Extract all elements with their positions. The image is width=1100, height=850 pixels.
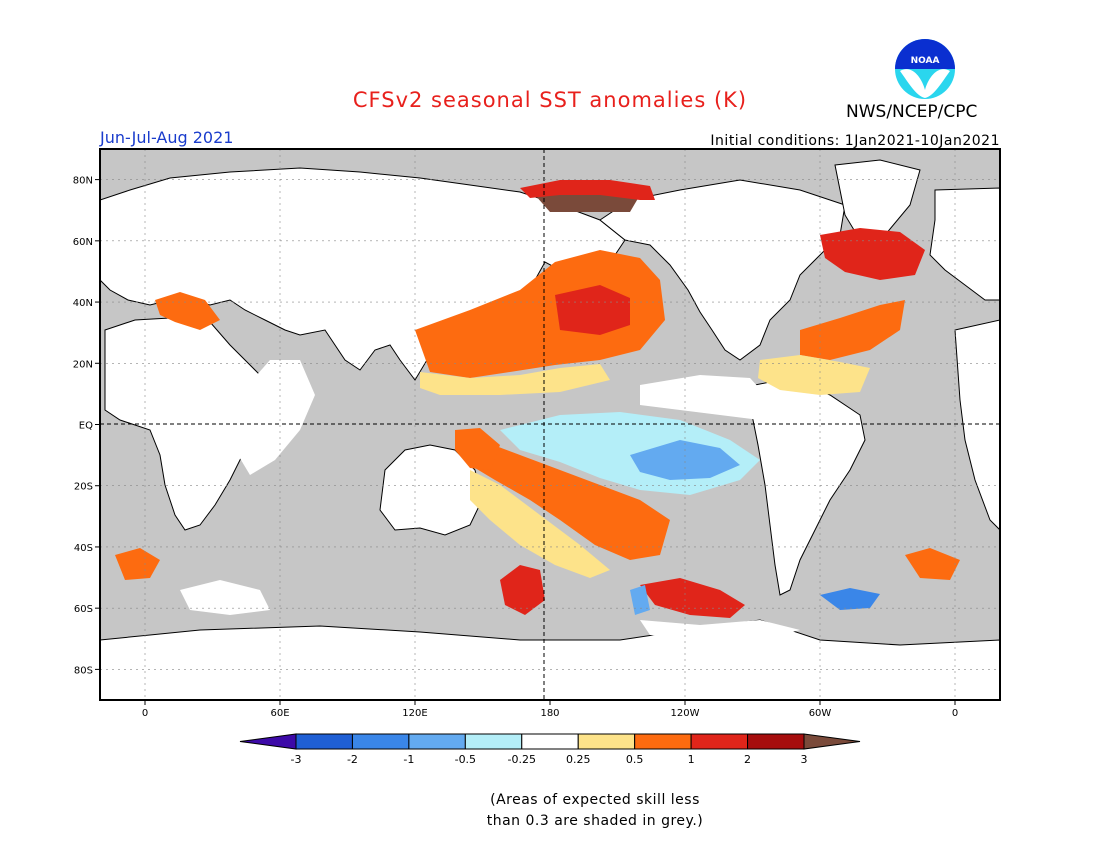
- land-africa-wrap: [954, 319, 1000, 531]
- legend-tick-label: 3: [801, 753, 808, 766]
- neutral-indian-ocean: [235, 360, 315, 475]
- anomaly-subtropical-atlantic-edge: [758, 355, 870, 395]
- anomaly-subtropical-atlantic: [800, 300, 905, 360]
- gridlines: [100, 149, 1000, 700]
- logo-text: NOAA: [911, 56, 940, 66]
- legend-swatch: [464, 733, 523, 750]
- anomaly-tasman: [500, 565, 545, 615]
- lat-tick-label: 80S: [74, 665, 93, 676]
- neutral-regions: [180, 360, 800, 640]
- land-masses: [100, 159, 1000, 700]
- legend-swatch: [634, 733, 692, 750]
- legend-tick-label: -0.25: [508, 753, 536, 766]
- legend-swatch: [295, 733, 353, 750]
- anomaly-equatorial-pacific-core: [630, 440, 740, 480]
- anomaly-southern-ocean-blue: [820, 588, 880, 610]
- noaa-logo-icon: NOAA: [895, 39, 955, 99]
- anomaly-north-pacific-core: [555, 285, 630, 335]
- lon-tick-label: 120W: [671, 708, 700, 719]
- lat-tick-label: 60N: [73, 237, 93, 248]
- anomaly-southern-ocean-light: [630, 585, 650, 615]
- legend-tick-label: -0.5: [455, 753, 476, 766]
- map-title: CFSv2 seasonal SST anomalies (K): [352, 88, 748, 112]
- lat-tick-label: 60S: [74, 604, 93, 615]
- cool-anomalies: [500, 412, 880, 615]
- legend-tick-label: 2: [744, 753, 751, 766]
- land-africa: [104, 317, 261, 531]
- caption-line-2: than 0.3 are shaded in grey.): [486, 813, 704, 829]
- legend-tick-label: -3: [291, 753, 302, 766]
- lat-tick-label: 80N: [73, 176, 93, 187]
- land-south-america: [751, 377, 866, 596]
- land-north-america: [599, 179, 846, 361]
- lon-tick-label: 0: [142, 708, 148, 719]
- legend-swatch: [747, 733, 805, 750]
- lat-tick-label: 40S: [74, 543, 93, 554]
- latitude-axis: 80N 60N 40N 20N EQ 20S 40S 60S 80S: [73, 176, 100, 676]
- warm-anomalies: [115, 180, 960, 618]
- land-eurasia-east-wrap: [929, 187, 1000, 301]
- lon-tick-label: 120E: [402, 708, 427, 719]
- anomaly-arctic-red: [520, 180, 655, 200]
- land-greenland: [834, 159, 921, 241]
- legend-tick-label: -2: [347, 753, 358, 766]
- anomaly-north-pacific-edge: [420, 364, 610, 395]
- agency-label: NWS/NCEP/CPC: [846, 102, 978, 122]
- legend-tick-label: 1: [688, 753, 695, 766]
- lat-tick-label: 20S: [74, 482, 93, 493]
- anomaly-north-pacific: [415, 250, 665, 378]
- lat-tick-label: 40N: [73, 298, 93, 309]
- skill-caption: (Areas of expected skill less than 0.3 a…: [0, 790, 1100, 832]
- legend-arrow-low: [239, 733, 297, 750]
- anomaly-south-atlantic: [905, 548, 960, 580]
- anomaly-west-pacific: [455, 428, 500, 470]
- anomaly-south-indian: [115, 548, 160, 580]
- legend-tick-label: -1: [403, 753, 414, 766]
- lat-tick-label: 20N: [73, 359, 93, 370]
- legend-tick-label: 0.25: [566, 753, 591, 766]
- neutral-southern-ocean: [180, 580, 270, 615]
- land-australia: [379, 444, 483, 536]
- anomaly-south-pacific-edge: [470, 470, 610, 578]
- neutral-drake: [640, 620, 800, 640]
- legend-arrow-high: [803, 733, 861, 750]
- lat-tick-label: EQ: [79, 421, 93, 432]
- caption-line-1: (Areas of expected skill less: [490, 792, 700, 808]
- lon-tick-label: 60W: [809, 708, 832, 719]
- initial-conditions-label: Initial conditions: 1Jan2021-10Jan2021: [710, 133, 1000, 149]
- legend-swatch: [690, 733, 749, 750]
- legend-swatch: [521, 733, 579, 750]
- color-legend: -3 -2 -1 -0.5 -0.25 0.25 0.5 1 2 3: [239, 733, 861, 766]
- legend-tick-label: 0.5: [626, 753, 644, 766]
- legend-swatch: [351, 733, 410, 750]
- lon-tick-label: 0: [952, 708, 958, 719]
- neutral-east-pacific: [640, 375, 770, 420]
- anomaly-south-pacific-band: [470, 440, 670, 560]
- longitude-axis: 0 60E 120E 180 120W 60W 0: [142, 700, 958, 719]
- legend-swatch: [408, 733, 466, 750]
- season-label: Jun-Jul-Aug 2021: [100, 128, 234, 147]
- anomaly-mediterranean: [155, 292, 220, 330]
- lon-tick-label: 60E: [270, 708, 289, 719]
- lon-tick-label: 180: [540, 708, 559, 719]
- legend-swatch: [577, 733, 636, 750]
